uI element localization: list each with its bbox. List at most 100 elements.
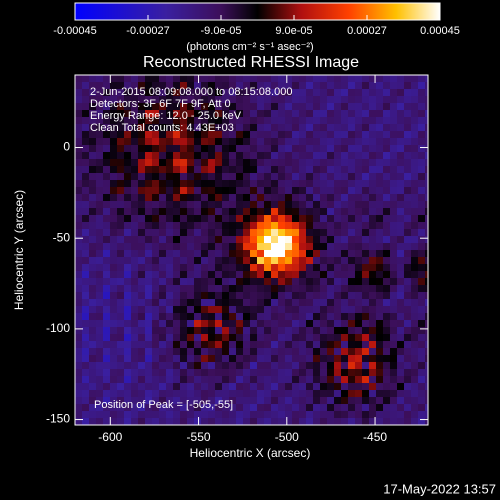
image-pixel	[89, 201, 96, 208]
image-pixel	[390, 411, 397, 418]
image-pixel	[362, 355, 369, 362]
image-pixel	[376, 152, 383, 159]
image-pixel	[187, 397, 194, 404]
image-pixel	[250, 376, 257, 383]
annotation: Detectors: 3F 6F 7F 9F, Att 0	[90, 98, 231, 110]
image-pixel	[103, 131, 110, 138]
image-pixel	[334, 341, 341, 348]
image-pixel	[194, 96, 201, 103]
image-pixel	[166, 376, 173, 383]
image-pixel	[138, 390, 145, 397]
image-pixel	[187, 208, 194, 215]
image-pixel	[299, 103, 306, 110]
image-pixel	[180, 208, 187, 215]
image-pixel	[236, 131, 243, 138]
image-pixel	[229, 397, 236, 404]
image-pixel	[208, 341, 215, 348]
image-pixel	[271, 397, 278, 404]
image-pixel	[425, 334, 428, 341]
image-pixel	[89, 250, 96, 257]
image-pixel	[96, 334, 103, 341]
image-pixel	[236, 215, 243, 222]
image-pixel	[194, 257, 201, 264]
image-pixel	[285, 320, 292, 327]
image-pixel	[75, 201, 82, 208]
image-pixel	[355, 292, 362, 299]
image-pixel	[138, 411, 145, 418]
image-pixel	[341, 264, 348, 271]
image-pixel	[236, 278, 243, 285]
image-pixel	[390, 173, 397, 180]
image-pixel	[215, 257, 222, 264]
image-pixel	[124, 327, 131, 334]
image-pixel	[215, 243, 222, 250]
image-pixel	[201, 243, 208, 250]
image-pixel	[327, 320, 334, 327]
image-pixel	[306, 236, 313, 243]
image-pixel	[194, 285, 201, 292]
image-pixel	[320, 89, 327, 96]
image-pixel	[89, 411, 96, 418]
image-pixel	[369, 285, 376, 292]
colorbar-tick-label: -9.0e-05	[201, 25, 242, 37]
image-pixel	[264, 390, 271, 397]
image-pixel	[327, 327, 334, 334]
image-pixel	[341, 201, 348, 208]
image-pixel	[222, 271, 229, 278]
image-pixel	[145, 173, 152, 180]
image-pixel	[229, 362, 236, 369]
image-pixel	[194, 131, 201, 138]
image-pixel	[313, 418, 320, 425]
image-pixel	[264, 292, 271, 299]
image-pixel	[145, 411, 152, 418]
image-pixel	[278, 131, 285, 138]
image-pixel	[117, 278, 124, 285]
image-pixel	[397, 320, 404, 327]
image-pixel	[152, 103, 159, 110]
image-pixel	[320, 180, 327, 187]
image-pixel	[187, 299, 194, 306]
image-pixel	[187, 355, 194, 362]
annotation: Energy Range: 12.0 - 25.0 keV	[90, 110, 242, 122]
image-pixel	[306, 271, 313, 278]
image-pixel	[425, 222, 428, 229]
image-pixel	[362, 306, 369, 313]
image-pixel	[404, 418, 411, 425]
image-pixel	[362, 250, 369, 257]
image-pixel	[278, 117, 285, 124]
image-pixel	[327, 117, 334, 124]
image-pixel	[299, 327, 306, 334]
image-pixel	[264, 285, 271, 292]
image-pixel	[383, 124, 390, 131]
image-pixel	[187, 173, 194, 180]
image-pixel	[397, 334, 404, 341]
y-tick-label: -150	[46, 412, 70, 426]
image-pixel	[236, 334, 243, 341]
image-pixel	[110, 355, 117, 362]
image-pixel	[138, 152, 145, 159]
image-pixel	[257, 355, 264, 362]
image-pixel	[180, 327, 187, 334]
image-pixel	[138, 418, 145, 425]
image-pixel	[418, 110, 425, 117]
image-pixel	[404, 96, 411, 103]
colorbar-tick-label: 9.0e-05	[275, 25, 312, 37]
image-pixel	[285, 82, 292, 89]
image-pixel	[75, 383, 82, 390]
image-pixel	[131, 110, 138, 117]
image-pixel	[313, 103, 320, 110]
image-pixel	[117, 292, 124, 299]
image-pixel	[208, 320, 215, 327]
image-pixel	[89, 327, 96, 334]
image-pixel	[117, 362, 124, 369]
image-pixel	[397, 82, 404, 89]
image-pixel	[208, 229, 215, 236]
image-pixel	[201, 201, 208, 208]
image-pixel	[229, 250, 236, 257]
image-pixel	[404, 103, 411, 110]
image-pixel	[215, 166, 222, 173]
image-pixel	[117, 250, 124, 257]
image-pixel	[222, 131, 229, 138]
image-pixel	[334, 208, 341, 215]
image-pixel	[285, 124, 292, 131]
